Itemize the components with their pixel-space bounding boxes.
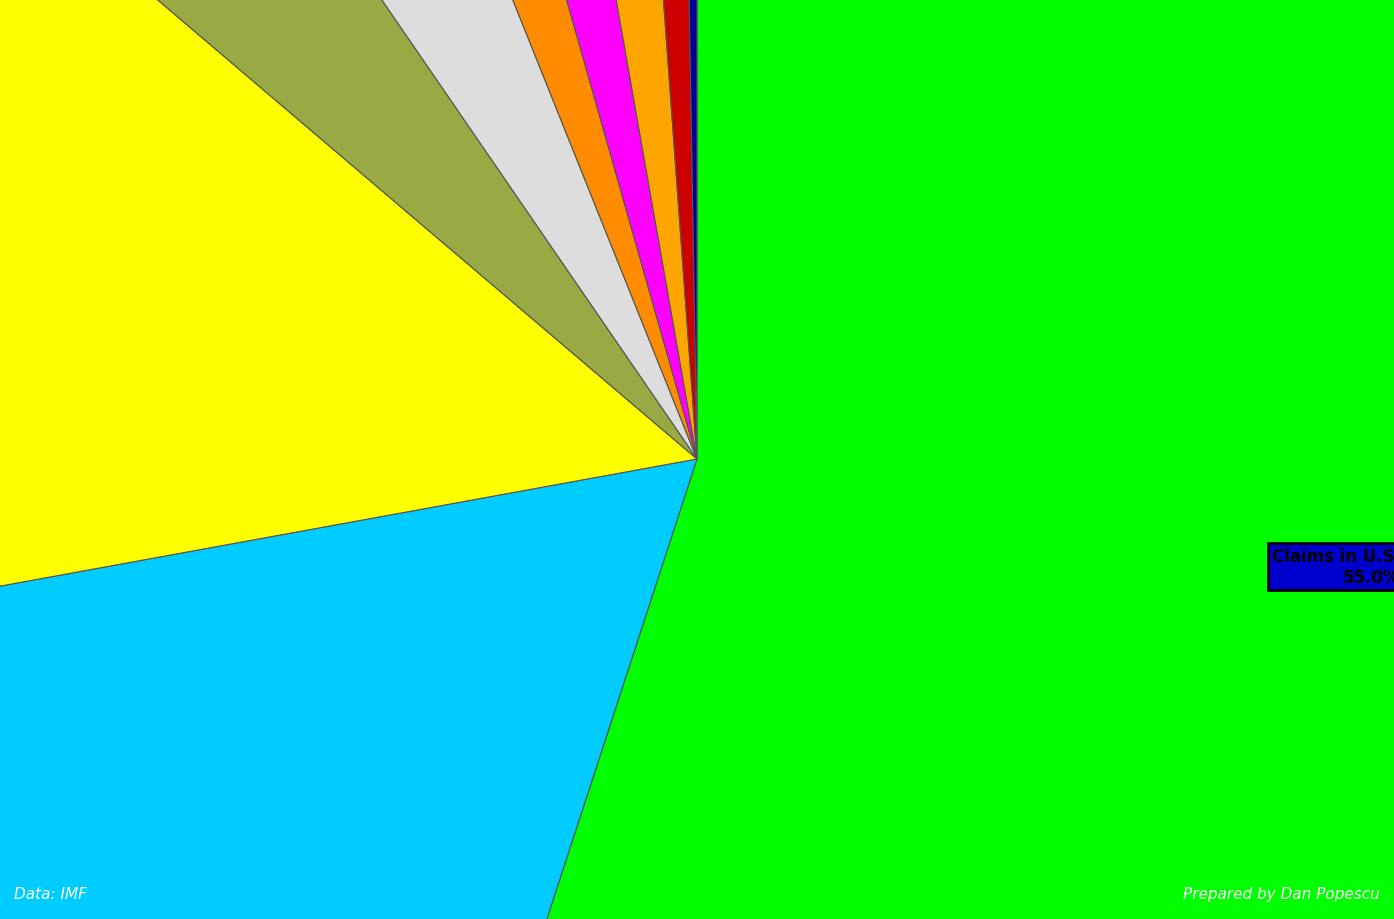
Wedge shape [0,0,697,460]
Text: Data: IMF: Data: IMF [14,886,86,901]
Wedge shape [493,0,697,460]
Wedge shape [0,460,697,919]
Wedge shape [258,0,697,460]
Text: Claims in U.S. dollars
55.0%: Claims in U.S. dollars 55.0% [1273,548,1394,586]
Wedge shape [0,0,697,671]
Wedge shape [611,0,697,460]
Wedge shape [332,0,1394,919]
Text: Prepared by Dan Popescu: Prepared by Dan Popescu [1184,886,1380,901]
Wedge shape [677,0,697,460]
Wedge shape [31,0,697,460]
Wedge shape [375,0,697,460]
